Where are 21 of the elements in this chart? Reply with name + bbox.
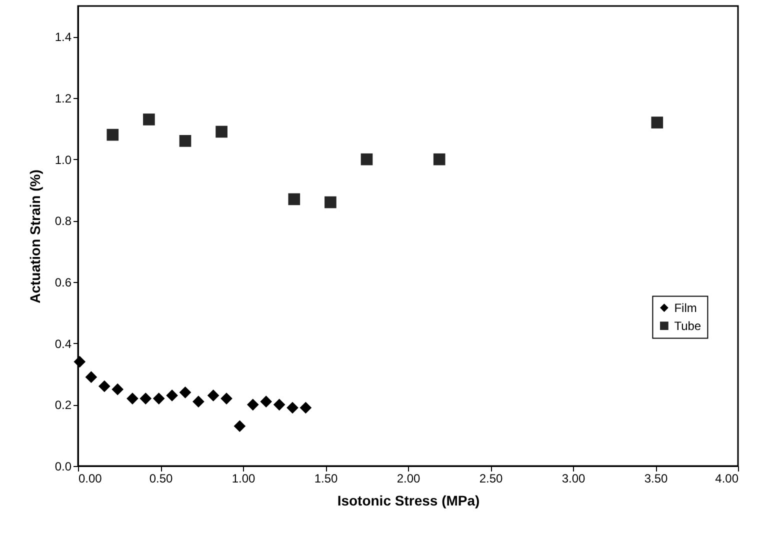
x-tick-label: 0.00	[78, 472, 102, 486]
x-tick-label: 1.00	[232, 472, 256, 486]
y-tick-label: 0.8	[54, 214, 72, 228]
x-tick-label: 3.00	[562, 472, 586, 486]
y-tick-label: 0.0	[54, 460, 72, 474]
x-tick-label: 2.50	[479, 472, 503, 486]
y-tick-label: 1.4	[54, 30, 72, 44]
x-axis-title: Isotonic Stress (MPa)	[337, 492, 480, 508]
x-tick-label: 3.50	[644, 472, 668, 486]
x-tick-label: 2.00	[396, 472, 420, 486]
legend-label: Tube	[674, 318, 702, 333]
y-axis-title: Actuation Strain (%)	[26, 170, 43, 304]
y-tick-label: 0.2	[54, 398, 72, 412]
x-tick-label: 1.50	[314, 472, 338, 486]
y-tick-label: 0.4	[54, 336, 72, 351]
legend-label: Film	[674, 300, 697, 315]
y-tick-label: 1.0	[54, 152, 72, 167]
x-tick-label: 4.00	[715, 472, 739, 486]
x-tick-label: 0.50	[149, 472, 173, 486]
y-tick-label: 1.2	[54, 92, 72, 106]
y-tick-label: 0.6	[54, 276, 72, 290]
